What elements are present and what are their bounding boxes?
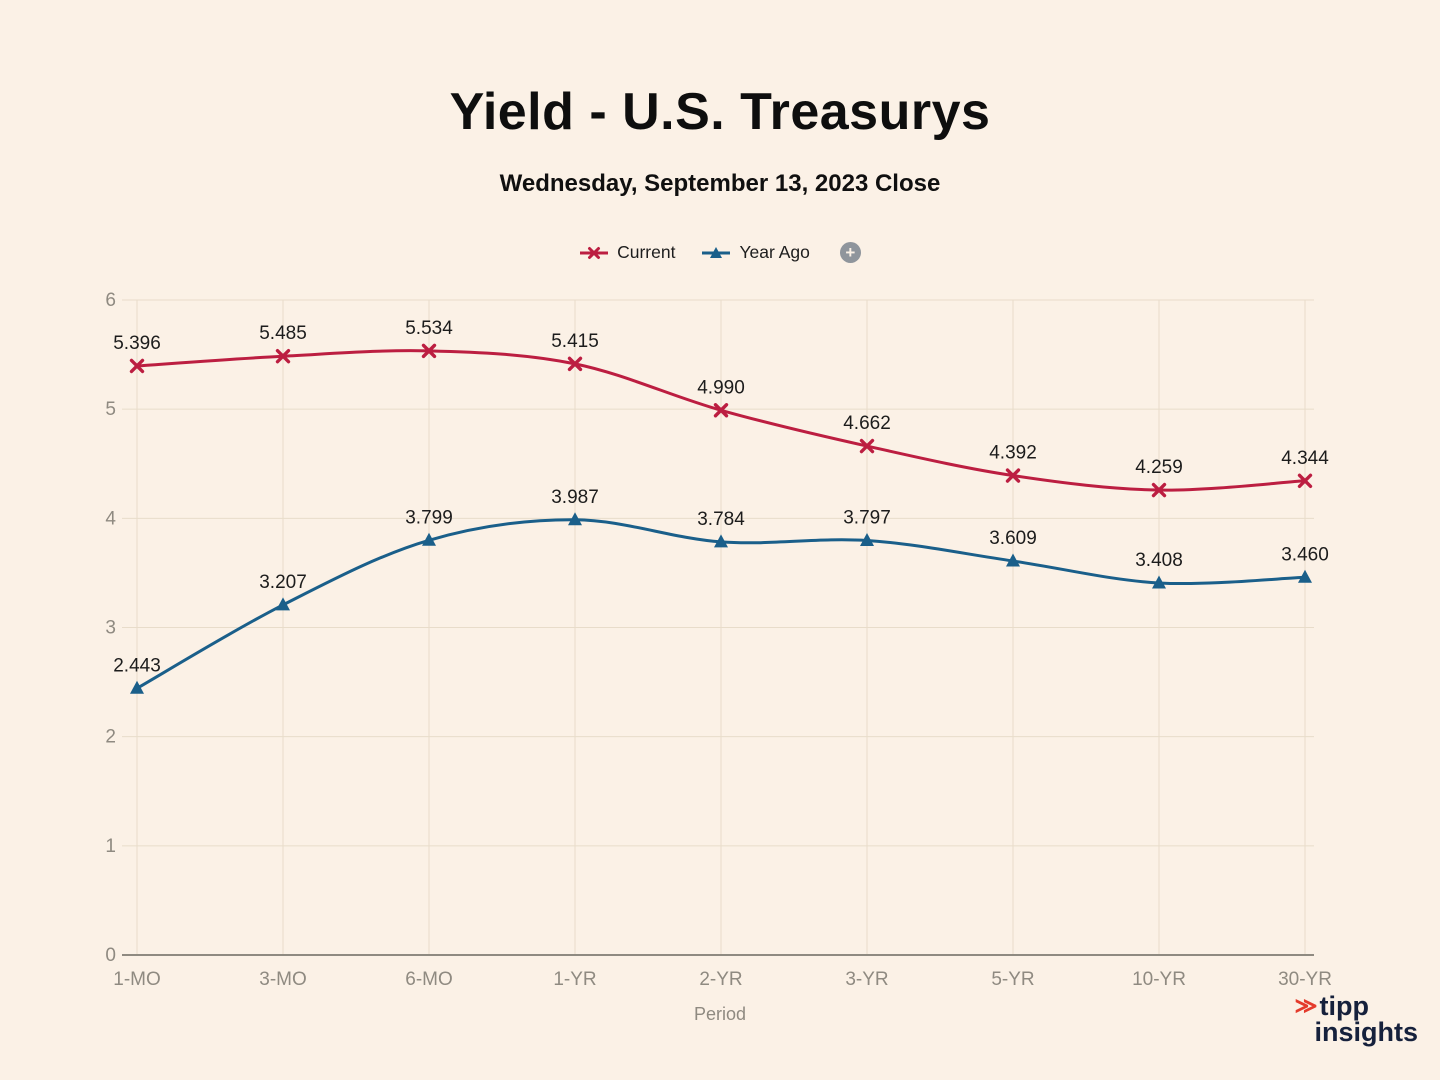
x-tick-label: 10-YR bbox=[1132, 969, 1186, 990]
data-point-x-marker bbox=[129, 358, 145, 374]
data-point-x-marker bbox=[567, 356, 583, 372]
data-point-triangle-marker bbox=[1298, 569, 1312, 583]
legend: Current Year Ago + bbox=[0, 242, 1440, 263]
data-point-triangle-marker bbox=[714, 534, 728, 548]
data-label: 3.207 bbox=[259, 572, 307, 593]
data-point-x-marker bbox=[859, 438, 875, 454]
data-label: 4.662 bbox=[843, 413, 891, 434]
data-point-x-marker bbox=[275, 349, 291, 364]
data-point-triangle-marker bbox=[568, 512, 582, 526]
data-label: 4.392 bbox=[989, 443, 1037, 464]
brand-name-bottom: insights bbox=[1314, 1017, 1418, 1048]
brand-logo: ≫ tipp insights bbox=[1294, 991, 1418, 1048]
data-label: 3.408 bbox=[1135, 550, 1183, 571]
chart-title: Yield - U.S. Treasurys bbox=[449, 83, 991, 141]
data-label: 3.797 bbox=[843, 507, 891, 528]
x-tick-label: 30-YR bbox=[1278, 969, 1332, 990]
legend-triangle-marker-icon bbox=[702, 246, 731, 258]
data-point-x-marker bbox=[1151, 482, 1167, 498]
legend-label: Year Ago bbox=[739, 242, 810, 262]
data-point-x-marker bbox=[713, 403, 729, 418]
data-point-triangle-marker bbox=[130, 680, 144, 694]
y-tick-label: 6 bbox=[105, 290, 116, 311]
x-tick-label: 1-MO bbox=[113, 969, 161, 990]
data-point-x-marker bbox=[1005, 468, 1021, 483]
data-label: 3.609 bbox=[989, 528, 1037, 549]
legend-item-year-ago[interactable]: Year Ago bbox=[701, 242, 810, 263]
data-label: 3.784 bbox=[697, 509, 745, 530]
brand-name-top: tipp bbox=[1319, 991, 1369, 1021]
brand-arrow-icon: ≫ bbox=[1294, 993, 1318, 1019]
data-point-triangle-marker bbox=[422, 532, 436, 546]
legend-item-current[interactable]: Current bbox=[579, 242, 675, 263]
data-label: 2.443 bbox=[113, 655, 161, 676]
chart-subtitle: Wednesday, September 13, 2023 Close bbox=[499, 170, 941, 197]
x-tick-label: 6-MO bbox=[405, 969, 453, 990]
data-label: 3.460 bbox=[1281, 544, 1329, 565]
data-point-triangle-marker bbox=[1152, 575, 1166, 589]
data-label: 3.799 bbox=[405, 507, 453, 528]
legend-label: Current bbox=[617, 242, 676, 262]
data-label: 5.534 bbox=[405, 318, 453, 339]
x-tick-label: 3-YR bbox=[845, 969, 888, 990]
y-tick-label: 3 bbox=[105, 618, 116, 639]
legend-x-marker-icon bbox=[580, 246, 609, 259]
data-point-x-marker bbox=[1297, 473, 1313, 488]
data-point-x-marker bbox=[421, 343, 437, 359]
y-tick-label: 4 bbox=[105, 508, 116, 529]
data-label: 5.396 bbox=[113, 333, 161, 354]
x-tick-label: 1-YR bbox=[553, 969, 596, 990]
data-label: 3.987 bbox=[551, 487, 599, 508]
x-tick-label: 3-MO bbox=[259, 969, 307, 990]
x-tick-label: 2-YR bbox=[699, 969, 742, 990]
data-point-triangle-marker bbox=[1006, 553, 1020, 567]
y-tick-label: 5 bbox=[105, 399, 116, 420]
data-label: 5.485 bbox=[259, 323, 307, 344]
x-tick-label: 5-YR bbox=[991, 969, 1034, 990]
data-label: 5.415 bbox=[551, 331, 599, 352]
y-tick-label: 2 bbox=[105, 727, 116, 748]
data-point-triangle-marker bbox=[276, 597, 290, 611]
data-point-triangle-marker bbox=[860, 532, 874, 546]
data-label: 4.259 bbox=[1135, 457, 1183, 478]
data-label: 4.990 bbox=[697, 377, 745, 398]
y-tick-label: 1 bbox=[105, 836, 116, 857]
data-label: 4.344 bbox=[1281, 448, 1329, 469]
x-axis-title: Period bbox=[693, 1004, 747, 1024]
y-tick-label: 0 bbox=[105, 945, 116, 966]
add-button[interactable]: + bbox=[839, 242, 861, 263]
